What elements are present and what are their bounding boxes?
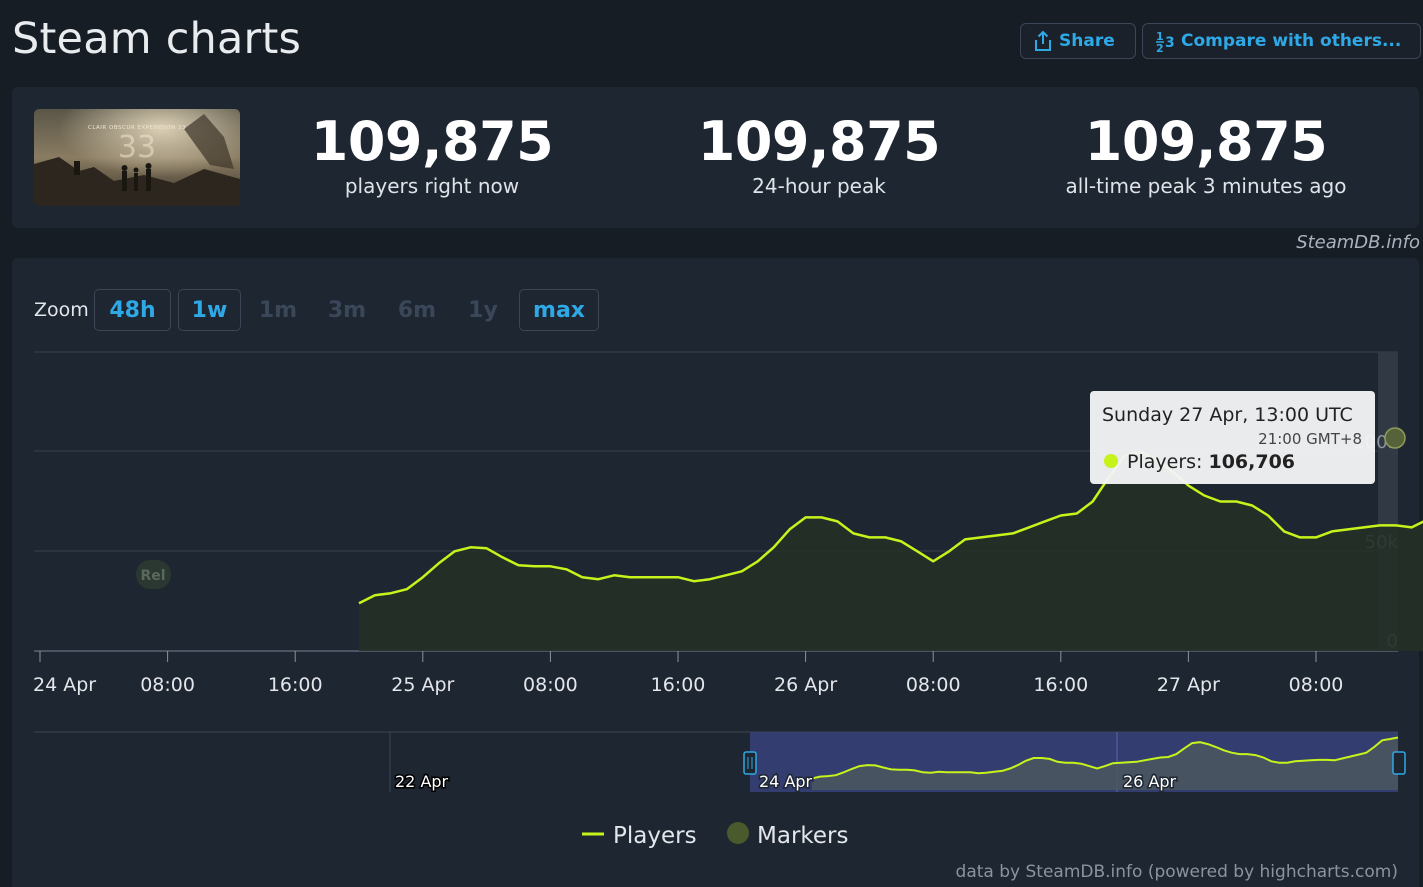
legend-players: Players	[613, 823, 697, 849]
stat-24h-peak: 109,875 24-hour peak	[649, 110, 989, 199]
zoom-48h-button[interactable]: 48h	[94, 289, 171, 331]
stat-label: 24-hour peak	[752, 174, 886, 198]
legend[interactable]: Players Markers	[582, 822, 848, 849]
svg-text:3: 3	[1165, 35, 1175, 51]
svg-text:Players: 106,706: Players: 106,706	[1127, 451, 1295, 473]
x-tick-label: 26 Apr	[774, 674, 837, 696]
share-icon	[1033, 30, 1053, 52]
svg-text:1: 1	[1156, 30, 1164, 43]
players-area	[359, 451, 1423, 651]
zoom-max-button[interactable]: max	[519, 289, 599, 331]
x-tick-label: 24 Apr	[33, 674, 96, 696]
footer-credit: data by SteamDB.info (powered by highcha…	[956, 862, 1398, 882]
zoom-3m-button[interactable]: 3m	[327, 297, 367, 323]
stats-panel: CLAIR OBSCUR EXPEDITION 33 33 109,875 pl…	[12, 87, 1419, 228]
release-marker[interactable]: Rel	[136, 560, 171, 589]
stat-value: 109,875	[310, 110, 554, 173]
game-cover-image[interactable]: CLAIR OBSCUR EXPEDITION 33 33	[34, 109, 240, 206]
stat-all-time-peak: 109,875 all-time peak 3 minutes ago	[1036, 110, 1376, 199]
legend-markers: Markers	[757, 823, 848, 849]
tooltip-local: 21:00 GMT+8	[1258, 430, 1362, 448]
tooltip-value: 106,706	[1208, 451, 1295, 473]
stat-current-players: 109,875 players right now	[262, 110, 602, 199]
x-tick-label: 08:00	[140, 674, 195, 696]
svg-text:33: 33	[118, 130, 156, 165]
steamdb-credit: SteamDB.info	[1296, 232, 1420, 253]
stat-value: 109,875	[1084, 110, 1328, 173]
game-logo-text: CLAIR OBSCUR EXPEDITION 33	[88, 125, 186, 131]
tooltip: Sunday 27 Apr, 13:00 UTC 21:00 GMT+8 Pla…	[1090, 391, 1375, 484]
x-tick-label: 16:00	[651, 674, 706, 696]
series-dot-icon	[1104, 454, 1118, 468]
x-tick-label: 08:00	[1289, 674, 1344, 696]
compare-label: Compare with others...	[1181, 31, 1402, 51]
navigator-area	[812, 737, 1398, 790]
hover-marker	[1384, 427, 1406, 449]
x-tick-label: 08:00	[906, 674, 961, 696]
navigator-label: 22 Apr	[395, 772, 449, 791]
navigator[interactable]: 22 Apr 24 Apr 26 Apr	[34, 731, 1406, 793]
x-tick-label: 08:00	[523, 674, 578, 696]
x-tick-label: 27 Apr	[1157, 674, 1220, 696]
navigator-label: 24 Apr	[759, 772, 813, 791]
stat-label: all-time peak 3 minutes ago	[1065, 174, 1347, 198]
navigator-label: 26 Apr	[1123, 772, 1177, 791]
x-tick-label: 16:00	[1033, 674, 1088, 696]
share-button[interactable]: Share	[1020, 23, 1136, 59]
players-line[interactable]	[358, 432, 1423, 605]
zoom-1w-button[interactable]: 1w	[178, 289, 241, 331]
navigator-line	[811, 736, 1399, 780]
zoom-1m-button[interactable]: 1m	[258, 297, 298, 323]
tooltip-date: Sunday 27 Apr, 13:00 UTC	[1102, 404, 1353, 426]
svg-text:2: 2	[1156, 42, 1164, 53]
navigator-left-handle[interactable]	[743, 751, 757, 775]
release-marker-label: Rel	[140, 568, 165, 584]
share-label: Share	[1059, 31, 1115, 51]
zoom-6m-button[interactable]: 6m	[397, 297, 437, 323]
navigator-right-handle[interactable]	[1392, 751, 1406, 775]
page-title: Steam charts	[12, 14, 302, 64]
stat-value: 109,875	[697, 110, 941, 173]
x-tick-label: 16:00	[268, 674, 323, 696]
zoom-1y-button[interactable]: 1y	[468, 297, 498, 323]
x-axis: 24 Apr 08:00 16:00 25 Apr 08:00 16:00 26 Apr 08…	[33, 651, 1343, 696]
zoom-label: Zoom	[34, 299, 89, 321]
x-tick-label: 25 Apr	[391, 674, 454, 696]
markers-legend-icon	[727, 822, 749, 844]
stat-label: players right now	[344, 174, 520, 198]
tooltip-series: Players	[1127, 451, 1196, 473]
